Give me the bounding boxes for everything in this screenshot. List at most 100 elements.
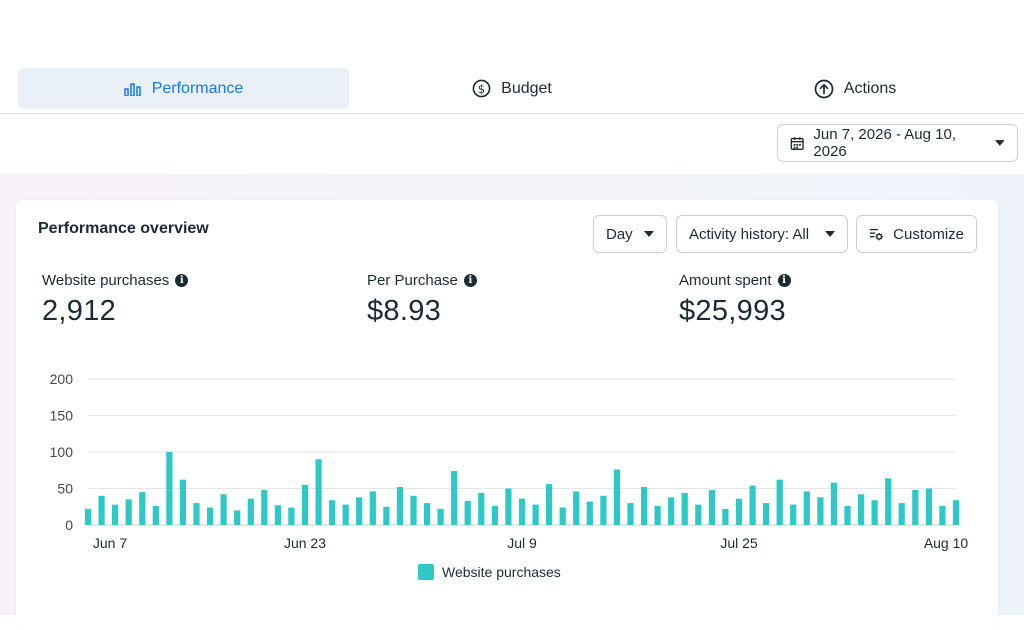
bar[interactable] — [84, 508, 92, 525]
info-icon[interactable]: i — [777, 274, 791, 287]
bar[interactable] — [207, 507, 214, 526]
x-tick-label: Jun 7 — [93, 535, 127, 551]
svg-text:$: $ — [478, 82, 485, 96]
x-tick-label: Jul 25 — [720, 535, 758, 551]
bar[interactable] — [220, 494, 227, 525]
metric-per-purchase: Per Purchase i $8.93 — [367, 272, 477, 328]
bar[interactable] — [912, 490, 919, 525]
bar[interactable] — [559, 507, 566, 526]
bar[interactable] — [668, 497, 675, 525]
info-icon[interactable]: i — [175, 274, 189, 287]
performance-overview-card: Performance overview Day Activity histor… — [16, 200, 998, 630]
bar[interactable] — [396, 487, 403, 525]
legend-swatch — [418, 564, 434, 580]
metric-value: $8.93 — [367, 295, 442, 327]
bar[interactable] — [518, 498, 526, 525]
bar[interactable] — [166, 452, 173, 525]
tab-performance[interactable]: Performance — [18, 68, 349, 109]
metric-label: Website purchases — [42, 272, 170, 289]
bar[interactable] — [776, 479, 783, 525]
bar[interactable] — [234, 510, 241, 525]
bar[interactable] — [532, 504, 539, 525]
bar[interactable] — [112, 504, 119, 525]
bar[interactable] — [505, 488, 512, 526]
bar[interactable] — [329, 500, 336, 525]
x-tick-label: Jul 9 — [507, 535, 537, 551]
date-range-picker[interactable]: Jun 7, 2026 - Aug 10, 2026 — [777, 124, 1018, 162]
bar[interactable] — [600, 495, 607, 525]
chart-legend[interactable]: Website purchases — [418, 564, 561, 580]
x-tick-label: Jun 23 — [284, 535, 326, 551]
bar[interactable] — [464, 500, 471, 525]
activity-history-dropdown[interactable]: Activity history: All — [676, 215, 848, 253]
bar[interactable] — [763, 503, 770, 525]
bar[interactable] — [261, 490, 268, 525]
bar[interactable] — [803, 491, 810, 525]
bar[interactable] — [952, 500, 960, 525]
bar[interactable] — [342, 504, 349, 525]
arrow-up-circle-icon — [814, 79, 834, 98]
bar[interactable] — [722, 508, 729, 525]
metric-label: Per Purchase — [367, 272, 458, 289]
bar[interactable] — [288, 507, 295, 526]
bar[interactable] — [925, 488, 932, 526]
bar[interactable] — [573, 491, 580, 525]
bar[interactable] — [749, 485, 756, 525]
metric-website-purchases: Website purchases i 2,912 — [42, 272, 189, 328]
bar[interactable] — [125, 499, 132, 525]
metric-amount-spent: Amount spent i $25,993 — [679, 272, 791, 328]
bar[interactable] — [315, 459, 322, 525]
bar[interactable] — [708, 490, 715, 525]
bar[interactable] — [898, 503, 905, 525]
bar[interactable] — [139, 492, 146, 525]
bar[interactable] — [586, 501, 593, 525]
bar[interactable] — [369, 491, 376, 525]
bar[interactable] — [247, 498, 254, 525]
granularity-label: Day — [606, 225, 633, 243]
bar[interactable] — [844, 506, 851, 525]
bar[interactable] — [383, 506, 390, 526]
bar[interactable] — [451, 471, 458, 525]
bar[interactable] — [546, 484, 553, 525]
bar[interactable] — [817, 497, 824, 525]
bar[interactable] — [939, 506, 946, 525]
bar[interactable] — [478, 492, 485, 525]
activity-history-label: Activity history: All — [689, 225, 810, 243]
bar[interactable] — [735, 498, 743, 525]
y-tick-label: 200 — [50, 371, 74, 387]
granularity-dropdown[interactable]: Day — [593, 215, 667, 253]
bar[interactable] — [301, 484, 309, 525]
date-range-label: Jun 7, 2026 - Aug 10, 2026 — [813, 126, 957, 160]
tab-actions[interactable]: Actions — [690, 68, 1020, 109]
customize-gear-icon — [869, 228, 883, 241]
bar[interactable] — [98, 495, 105, 525]
bar[interactable] — [695, 504, 702, 525]
bar[interactable] — [654, 506, 661, 525]
bar[interactable] — [179, 479, 186, 525]
bar[interactable] — [641, 487, 648, 525]
bar[interactable] — [152, 506, 159, 525]
tab-actions-label: Actions — [843, 79, 897, 97]
purchases-bar-chart: 0 50 100 150 200 Jun 7 Jun 23 Jul 9 Jul 25 Aug 10 — [50, 371, 969, 551]
metric-value: $25,993 — [679, 295, 786, 327]
info-icon[interactable]: i — [463, 274, 477, 287]
bar[interactable] — [627, 503, 634, 525]
bar[interactable] — [424, 503, 431, 525]
metric-label: Amount spent — [679, 272, 772, 289]
bar[interactable] — [885, 478, 892, 525]
bar[interactable] — [871, 500, 878, 525]
bar[interactable] — [858, 494, 865, 525]
tab-budget[interactable]: $ Budget — [360, 68, 664, 109]
bar[interactable] — [193, 503, 200, 525]
bar[interactable] — [356, 497, 363, 525]
bar[interactable] — [410, 495, 417, 525]
bar[interactable] — [491, 506, 498, 525]
customize-button[interactable]: Customize — [856, 215, 977, 253]
bar[interactable] — [830, 482, 837, 525]
bar[interactable] — [790, 504, 797, 525]
x-tick-label: Aug 10 — [924, 535, 969, 551]
bar[interactable] — [681, 492, 688, 525]
bar[interactable] — [437, 508, 444, 525]
bar[interactable] — [613, 469, 620, 526]
bar[interactable] — [274, 505, 281, 525]
